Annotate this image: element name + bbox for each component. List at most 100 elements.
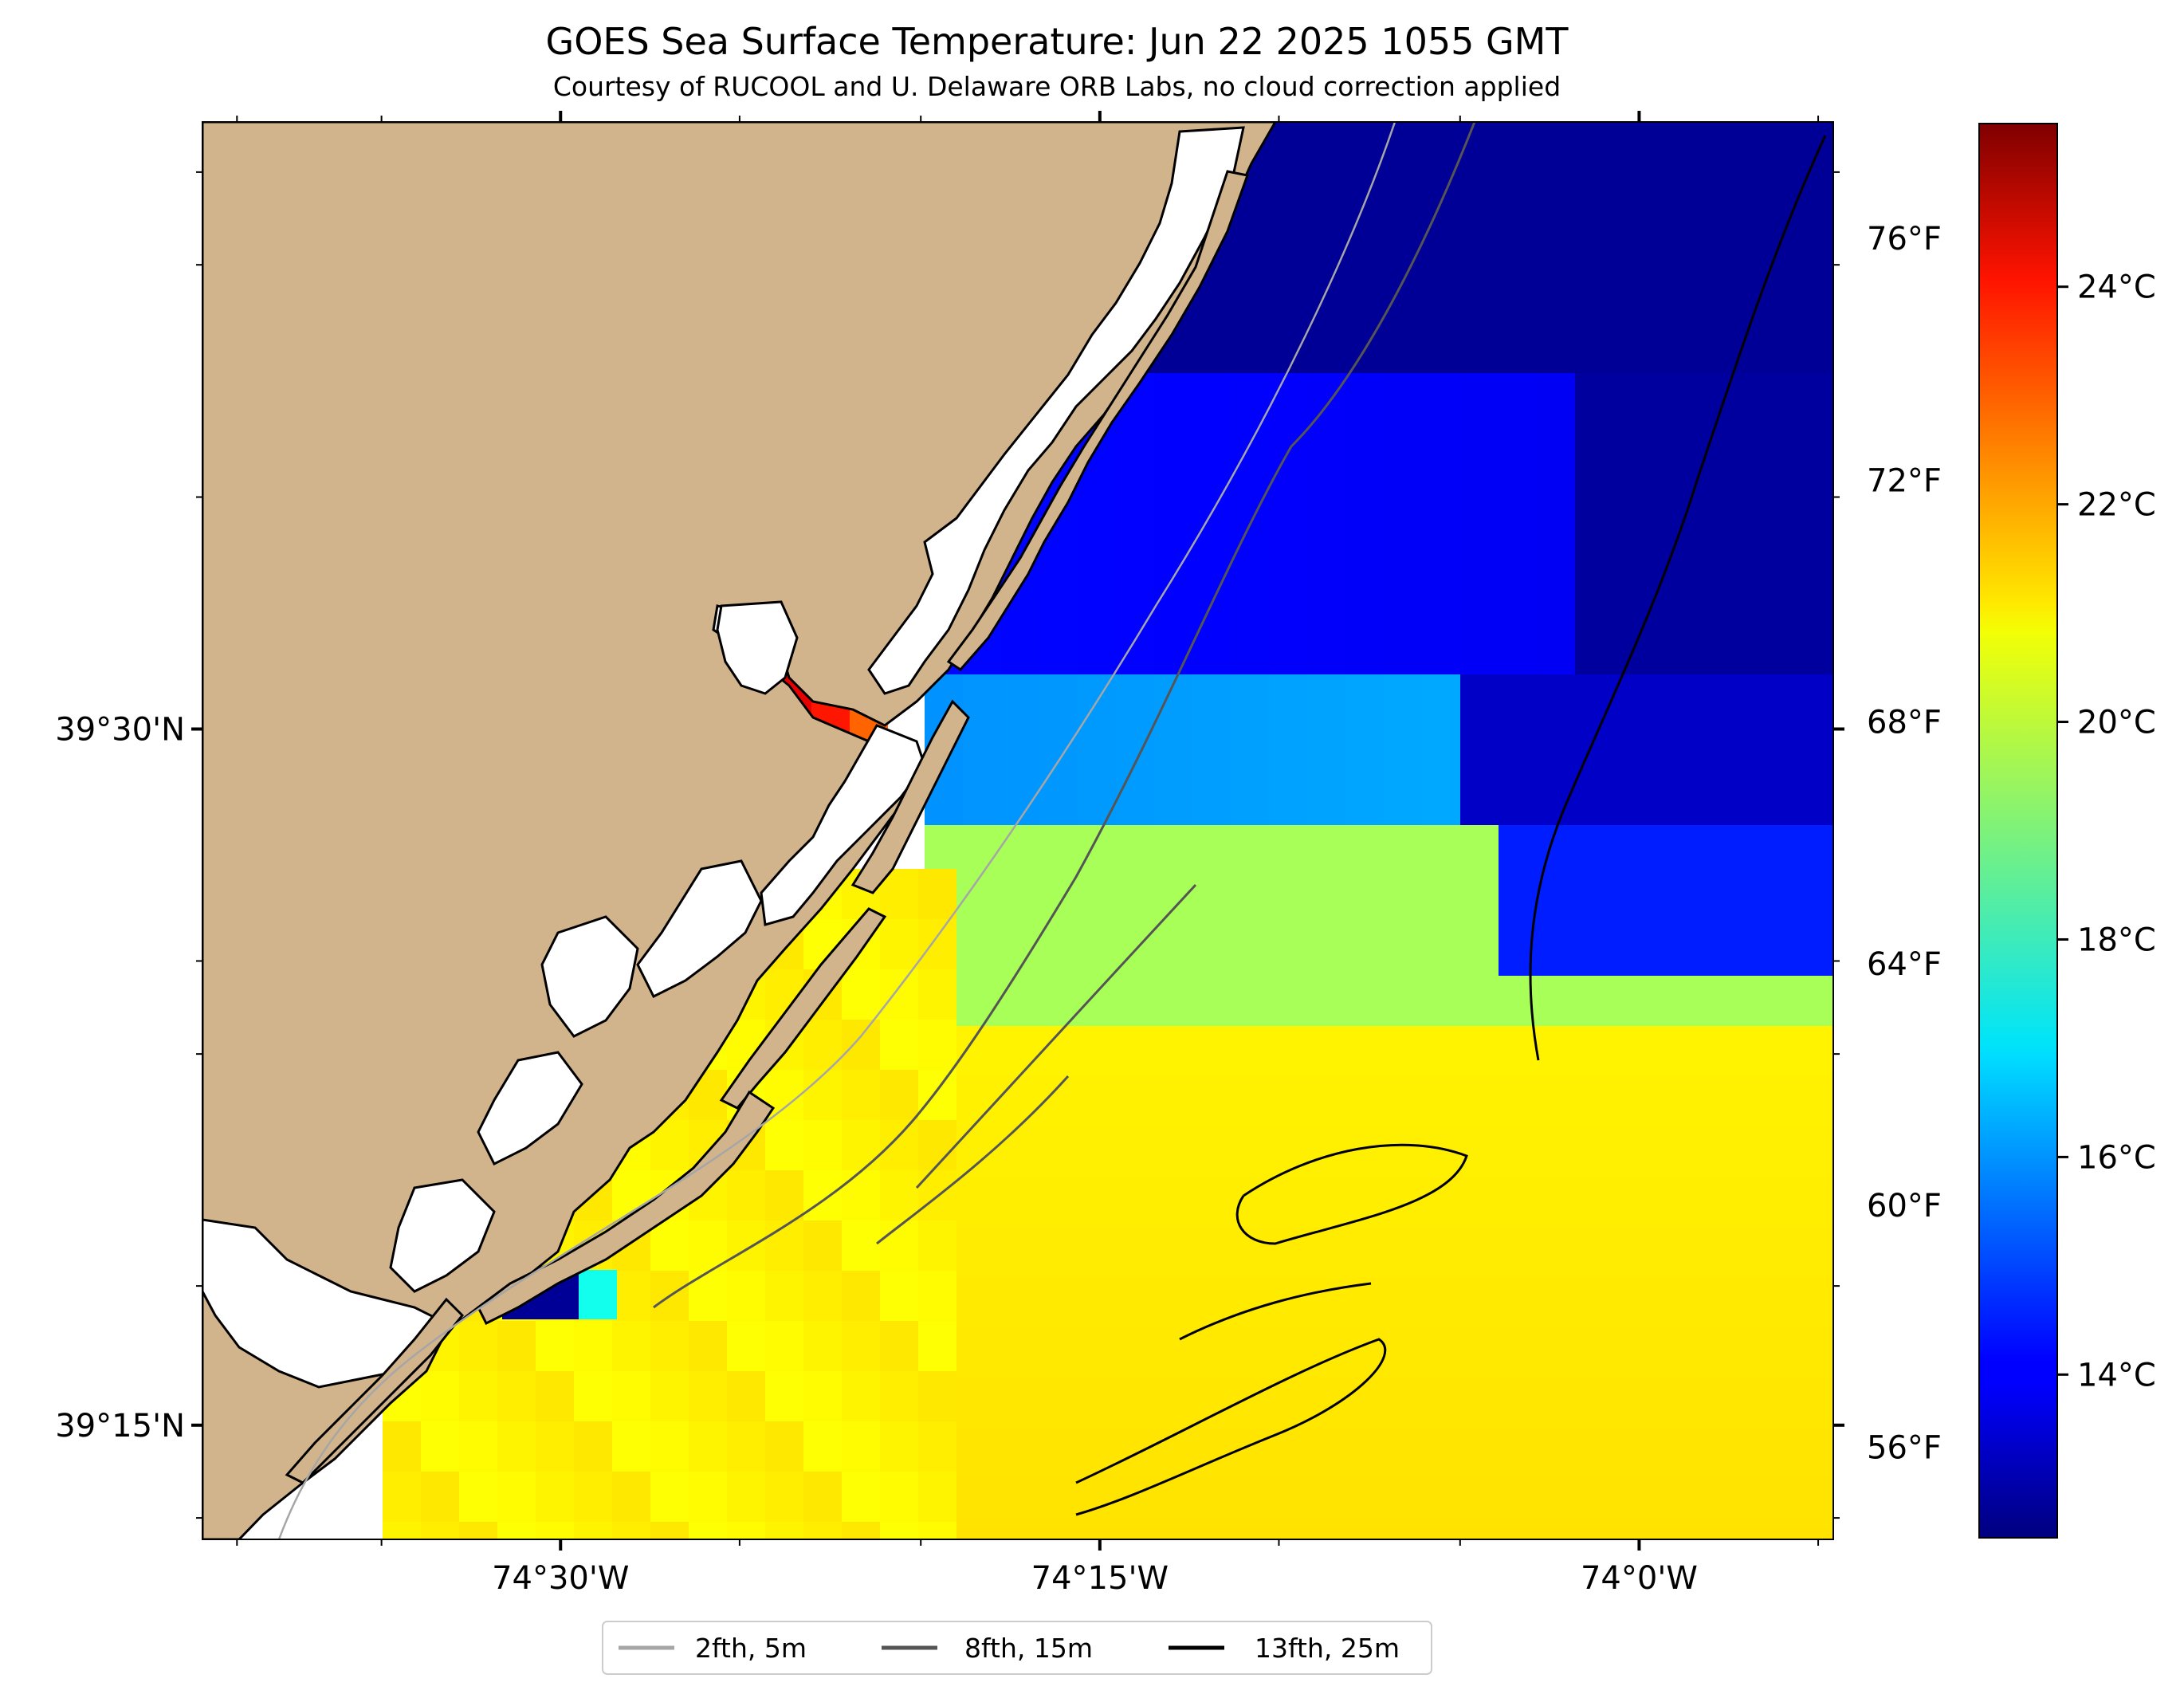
sst-cell: [1192, 1327, 1231, 1378]
sst-cell: [1422, 1076, 1460, 1126]
sst-cell: [1460, 273, 1499, 323]
sst-cell: [1805, 1528, 1833, 1539]
sst-cell: [1766, 423, 1805, 474]
sst-cell: [1154, 976, 1192, 1026]
sst-cell: [1154, 1528, 1192, 1539]
sst-cell: [1766, 1076, 1805, 1126]
sst-cell: [918, 1220, 956, 1271]
sst-cell: [918, 1321, 956, 1371]
sst-cell: [1231, 725, 1269, 775]
sst-cell: [689, 1472, 727, 1522]
fahrenheit-label: 56°F: [1867, 1429, 1942, 1466]
sst-cell: [1537, 1076, 1575, 1126]
sst-cell: [1422, 172, 1460, 222]
sst-cell: [1422, 1026, 1460, 1076]
sst-cell: [1690, 1528, 1728, 1539]
sst-cell: [1307, 172, 1345, 222]
sst-cell: [1652, 1428, 1690, 1478]
sst-cell: [1345, 1227, 1384, 1277]
sst-cell: [1766, 122, 1805, 172]
sst-cell: [1575, 222, 1613, 273]
sst-cell: [1613, 1277, 1652, 1327]
sst-cell: [1231, 775, 1269, 825]
bathymetry-contours: [277, 122, 1827, 1539]
sst-cell: [1499, 273, 1537, 323]
sst-cell: [612, 1522, 650, 1539]
sst-cell: [963, 1177, 1001, 1227]
sst-cell: [1345, 574, 1384, 624]
sst-cell: [1613, 976, 1652, 1026]
map-title: GOES Sea Surface Temperature: Jun 22 202…: [546, 20, 1569, 63]
sst-cell: [579, 1270, 617, 1319]
sst-cell: [1690, 1227, 1728, 1277]
sst-cell: [1652, 574, 1690, 624]
sst-cell: [1652, 423, 1690, 474]
sst-cell: [1116, 1126, 1154, 1177]
sst-cell: [1460, 926, 1499, 976]
sst-cell: [1384, 725, 1422, 775]
sst-cell: [1154, 1177, 1192, 1227]
sst-cell: [1690, 1327, 1728, 1378]
sst-cell: [459, 1522, 497, 1539]
sst-cell: [1805, 674, 1833, 725]
colorbar-tick-label: 14°C: [2077, 1357, 2156, 1393]
sst-cell: [612, 1421, 650, 1472]
sst-cell: [1766, 1528, 1805, 1539]
sst-cell: [1384, 1528, 1422, 1539]
sst-cell: [880, 1321, 918, 1371]
sst-cell: [1307, 1277, 1345, 1327]
sst-cell: [1269, 825, 1307, 875]
sst-cell: [574, 1371, 612, 1421]
sst-cell: [1728, 222, 1766, 273]
sst-cell: [1345, 474, 1384, 524]
sst-cell: [963, 775, 1001, 825]
sst-cell: [1192, 1478, 1231, 1528]
sst-cell: [1537, 172, 1575, 222]
sst-cell: [1613, 1076, 1652, 1126]
sst-cell: [1652, 725, 1690, 775]
sst-cell: [1766, 926, 1805, 976]
sst-cell: [1192, 976, 1231, 1026]
sst-cell: [1613, 1126, 1652, 1177]
sst-cell: [1690, 1378, 1728, 1428]
sst-cell: [1422, 574, 1460, 624]
sst-cell: [1192, 725, 1231, 775]
sst-cell: [1575, 574, 1613, 624]
sst-cell: [650, 1421, 689, 1472]
sst-cell: [1537, 222, 1575, 273]
y-axis-ticks: 39°30'N 39°15'N: [55, 712, 1844, 1444]
sst-cell: [1460, 373, 1499, 423]
sst-cell: [765, 1220, 803, 1271]
sst-cell: [1805, 1227, 1833, 1277]
fahrenheit-label: 60°F: [1867, 1188, 1942, 1224]
sst-cell: [1116, 574, 1154, 624]
sst-cell: [1231, 373, 1269, 423]
bathymetry-contour: [1179, 1282, 1372, 1341]
sst-cell: [1001, 725, 1039, 775]
sst-cell: [918, 1371, 956, 1421]
sst-cell: [1499, 875, 1537, 926]
sst-cell: [1537, 474, 1575, 524]
sst-cell: [1728, 373, 1766, 423]
fahrenheit-scale: 56°F 60°F 64°F 68°F 72°F 76°F: [1867, 221, 1942, 1466]
sst-cell: [1460, 875, 1499, 926]
sst-cell: [1422, 725, 1460, 775]
sst-cell: [1231, 273, 1269, 323]
sst-cell: [1269, 122, 1307, 172]
x-axis-ticks: 74°30'W 74°15'W 74°0'W: [492, 111, 1698, 1597]
sst-cell: [1422, 423, 1460, 474]
sst-cell: [1269, 1378, 1307, 1428]
sst-cell: [1575, 825, 1613, 875]
sst-cell: [1575, 1026, 1613, 1076]
sst-cell: [1078, 1227, 1116, 1277]
sst-cell: [880, 1020, 918, 1070]
sst-cell: [765, 1170, 803, 1220]
sst-cell: [1345, 273, 1384, 323]
sst-cell: [1307, 825, 1345, 875]
sst-cell: [1652, 1126, 1690, 1177]
sst-cell: [1460, 1277, 1499, 1327]
sst-cell: [1422, 1327, 1460, 1378]
sst-cell: [1652, 172, 1690, 222]
sst-cell: [1269, 574, 1307, 624]
sst-cell: [963, 976, 1001, 1026]
